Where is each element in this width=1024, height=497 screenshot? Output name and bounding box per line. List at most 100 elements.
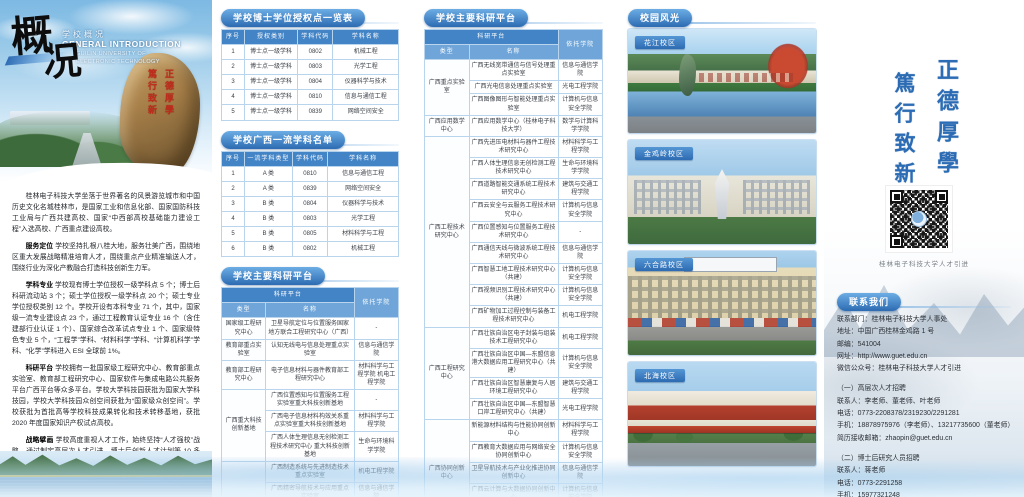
table-row: 广西电子信息材料构效关系重点实验室重大科技创新基地 材料科学与工程学院: [222, 410, 400, 433]
panel-contact: 篤行致新 正德厚學 桂林电子科技大学人才引进 联系我们 联系部门：桂林电子科技大…: [824, 0, 1024, 497]
column-header: 序号: [221, 150, 245, 167]
photo-jinjiling-campus: 金鸡岭校区: [628, 140, 816, 244]
table-cell: 信息与通信工程: [327, 165, 399, 182]
table-cell: 0810: [297, 89, 334, 106]
calligraphy-title: 概 况: [9, 9, 84, 85]
section-title-en: GENERAL INTRODUCTION: [62, 39, 181, 49]
table-row: 3 博士点一级学科 0804 仪器科学与技术: [221, 74, 399, 91]
column-header-group: 科研平台: [221, 287, 355, 304]
photo-huajiang-campus: 花江校区: [628, 29, 816, 133]
calligraphy-char-2: 况: [41, 36, 84, 85]
table-cell: 信息与通信学院: [557, 241, 603, 264]
contact-section-2-title: （二）博士后研究人员招聘: [837, 454, 920, 462]
overview-header-photo: 篤行致新 正德厚學 概 况 学校概况 GENERAL INTRODUCTION …: [0, 0, 212, 183]
overview-paragraphs: 桂林电子科技大学坐落于世界著名的风景游览城市和中国历史文化名城桂林市，是国家工业…: [0, 183, 212, 490]
table-cell: 广西道路智能交通系统工程技术研究中心: [468, 178, 559, 201]
column-header: 序号: [221, 28, 245, 46]
table-cell: 博士点一级学科: [243, 89, 299, 106]
table-cell: 广西位置感知与位置服务工程实验室重大科技创新基地: [265, 389, 355, 412]
table-cell: 1: [221, 165, 245, 182]
column-header-name: 名称: [265, 302, 355, 319]
contact-section-2: （二）博士后研究人员招聘 联系人：蒋老师 电话：0773-2291258 手机：15…: [837, 453, 1011, 497]
table-cell: 光学工程: [332, 59, 399, 76]
table-cell: 材料科学与工程学院: [353, 410, 400, 433]
table-cell: 广西壮族自治区中国—东盟信息港大数据应用工程研究中心（共建）: [468, 347, 559, 379]
contact-section-2-lines: 联系人：蒋老师电话：0773-2291258手机：15977321248简历接收…: [837, 465, 1011, 497]
photo-beihai-campus: 北海校区: [628, 362, 816, 466]
table-cell: 广西壮族自治区智慧康复与人居环境工程研究中心: [468, 376, 559, 400]
table-cell: 广西智慧工地工程技术研究中心（共建）: [468, 262, 559, 286]
contact-general-lines: 联系部门：桂林电子科技大学人事处 地址：中国广西桂林金鸡路 1 号邮编：54100…: [837, 314, 1011, 375]
phd-table-wrap: 序号 授权类别 学科代码 学科名称 1 博士点一级学科 0802 机械工程 2 博士点一级…: [217, 28, 403, 121]
table-cell: 广西通信天线与微波系统工程技术研究中心: [468, 241, 559, 264]
table-row: 1 博士点一级学科 0802 机械工程: [221, 44, 399, 61]
qr-finder-top-right: [935, 190, 948, 203]
paragraph-text: 桂林电子科技大学坐落于世界著名的风景游览城市和中国历史文化名城桂林市，是国家工业…: [12, 193, 200, 233]
table-cell: B 类: [244, 226, 293, 243]
contact-section-1-lines: 联系人：李老师、董老师、叶老师 电话：0773-2208378/2319230/2…: [837, 396, 1014, 445]
stone-inscription: 篤行致新 正德厚學: [145, 69, 175, 117]
column-header-type: 类型: [220, 302, 267, 319]
paragraph-platforms: 科研平台 学校拥有一批国家级工程研究中心、教育部重点实验室、教育部工程研究中心、…: [12, 363, 200, 429]
table-cell: 卫星导航定位与位置服务国家地方联合工程研究中心（广西）: [265, 317, 355, 340]
table-cell: 广西应用数学中心（桂林电子科技大学）: [468, 114, 559, 137]
qr-code: [886, 186, 952, 252]
text-line: 联系人：蒋老师: [837, 467, 886, 475]
table-cell: 0805: [291, 226, 329, 243]
table-cell: 数学与计算科学学院: [557, 114, 603, 137]
table-cell: 广西图像图形与智能处理重点实验室: [468, 93, 559, 116]
building-windows-image: [699, 72, 794, 83]
table-cell: 电子信息材料与器件教育部工程研究中心: [265, 359, 355, 391]
table-cell: 0804: [291, 195, 329, 212]
contact-section-1: （一）高层次人才招聘 联系人：李老师、董老师、叶老师 电话：0773-220837…: [837, 383, 1014, 445]
paragraph-service: 服务定位 学校坚持扎根八桂大地，服务壮美广西，围绕地区重大发展战略精准培育人才，…: [12, 241, 200, 274]
platforms1-title-pill: 学校主要科研平台: [221, 267, 326, 286]
contact-section: 联系我们 联系部门：桂林电子科技大学人事处 地址：中国广西桂林金鸡路 1 号邮编：…: [837, 292, 1014, 497]
table-cell: 机电工程学院: [557, 326, 603, 349]
table-row: 广西图像图形与智能处理重点实验室 计算机与信息安全学院: [425, 93, 603, 116]
text-line: 电话：0773-2291258: [837, 479, 903, 487]
panel-campus-scenery: 校园风光 花江校区 金鸡岭校区 六合路校区 北海校区: [624, 0, 820, 497]
table-cell: 光电工程学院: [557, 80, 603, 95]
stone-text-left: 篤行致新: [146, 69, 156, 117]
table-row: 广西重点实验室 广西无线宽带通信与信号处理重点实验室 信息与通信学院: [424, 59, 603, 116]
paragraph-text: 学校现有博士学位授权一级学科点 5 个；博士后科研流动站 3 个；硕士学位授权一…: [12, 282, 201, 355]
table-cell: 0839: [291, 180, 329, 197]
table-row: 广西应用数学中心 广西应用数学中心（桂林电子科技大学） 数学与计算科学学院: [424, 114, 603, 137]
column-header: 学科名称: [327, 150, 399, 167]
table-header-row: 科研平台 依托学院: [424, 28, 603, 61]
table-cell: 4: [221, 89, 245, 106]
table-cell: 网络空间安全: [332, 104, 399, 121]
table-cell: 信息与通信学院: [557, 59, 603, 82]
storefront-strip-image: [628, 317, 816, 327]
table-cell: 认知无线电与信息处理重点实验室: [265, 338, 355, 361]
table-row: 广西协同创新中心新能源材料结构与性能协同创新中心材料科学与工程学院: [424, 419, 603, 497]
table-cell: B 类: [244, 210, 293, 228]
table-cell: 5: [221, 226, 245, 243]
table-cell: 机械工程: [332, 44, 399, 61]
table-cell: 广西位置感知与位置服务工程技术研究中心: [468, 220, 559, 243]
column-header-name: 名称: [468, 44, 559, 61]
table-cell: 材料科学与工程学院 机电工程学院: [353, 359, 400, 391]
photo-liuhelu-campus: 六合路校区: [628, 251, 816, 355]
motto-stone-image: 篤行致新 正德厚學: [120, 53, 200, 175]
campus-label-tag: 花江校区: [635, 36, 685, 49]
table-cell: 广西壮族自治区电子封装与组装技术工程研究中心: [468, 326, 559, 349]
table-row: 广西人体生理信息无创检测工程技术研究中心 生命与环境科学学院: [425, 157, 603, 180]
table-cell: 仪器科学与技术: [332, 74, 399, 91]
table-header-row: 序号 授权类别 学科代码 学科名称: [221, 28, 399, 46]
platforms2-header-row: 学校主要科研平台: [424, 8, 603, 27]
table-row: 广西道路智能交通系统工程技术研究中心 建筑与交通工程学院: [425, 178, 603, 201]
contact-section-1-title: （一）高层次人才招聘: [837, 385, 906, 393]
table-row: 广西人体生理信息无创检测工程技术研究中心 重大科技创新基地 生命与环境科学学院: [222, 431, 400, 462]
table-cell: 广西应用数学中心: [424, 114, 470, 137]
table-cell: 建筑与交通工程学院: [557, 178, 603, 201]
column-header: 学科名称: [332, 28, 399, 46]
table-header-row: 序号 一流学科类型 学科代码 学科名称: [221, 150, 399, 167]
table-row: 广西工程技术研究中心 广西先进压电材料与器件工程技术研究中心 材料科学与工程学院: [424, 135, 603, 328]
sculpture-image: [678, 53, 696, 96]
contact-header-row: 联系我们: [837, 292, 1011, 311]
